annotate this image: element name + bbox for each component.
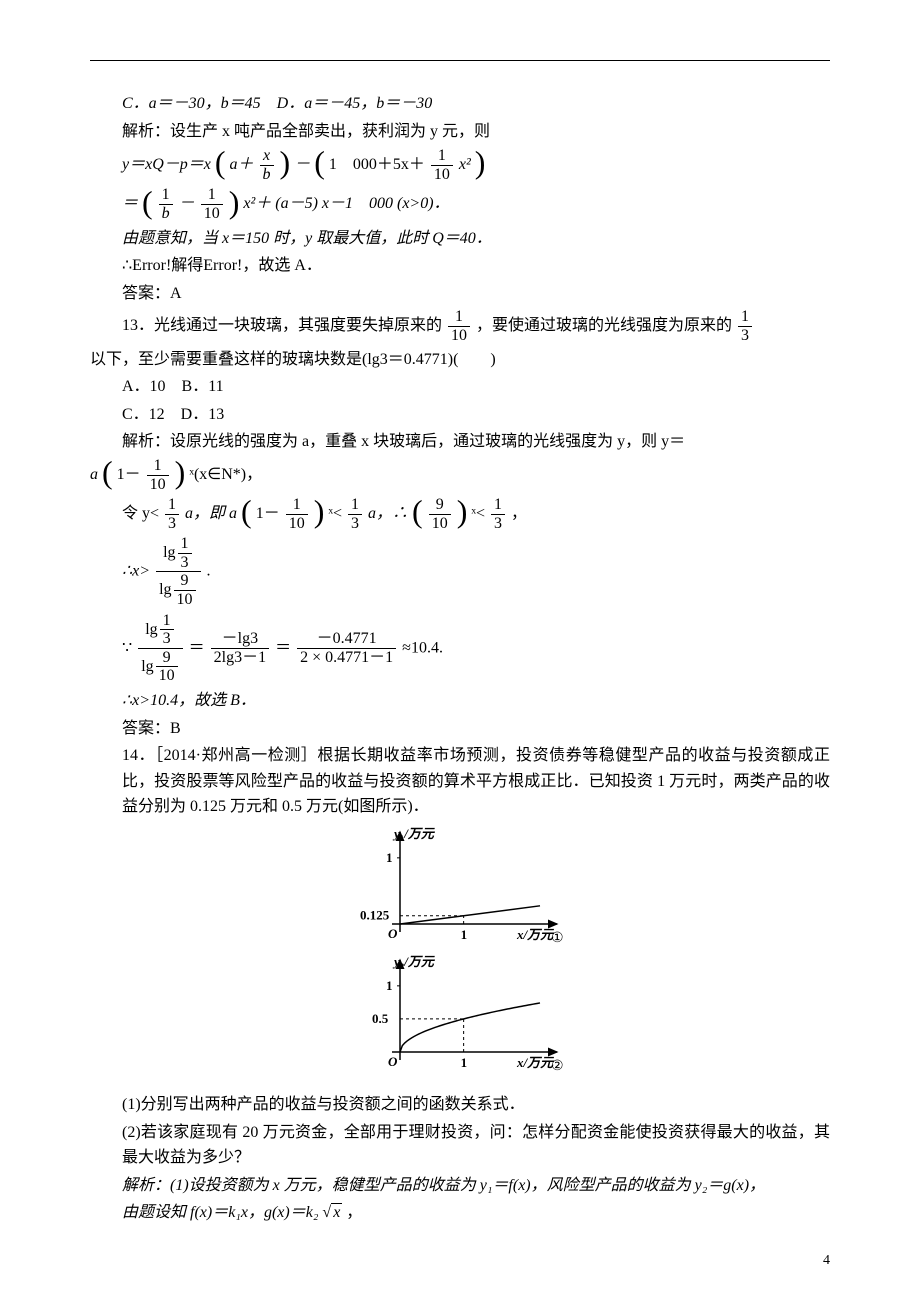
svg-text:O: O [388, 1054, 398, 1069]
svg-text:0.5: 0.5 [372, 1011, 389, 1026]
svg-text:1: 1 [461, 927, 468, 942]
q13-eq-y: a ( 1－ 110 ) ˣ(x∈N*)， [90, 457, 830, 493]
q14-analysis: 解析：(1)设投资额为 x 万元，稳健型产品的收益为 y₁＝f(x)，风险型产品… [90, 1173, 830, 1199]
q14-part1: (1)分别写出两种产品的收益与投资额之间的函数关系式． [90, 1092, 830, 1118]
top-rule [90, 60, 830, 61]
chart-2: O 1 1 y₂/万元 x/万元 0.5 ② [355, 954, 565, 1074]
svg-text:y₁/万元: y₁/万元 [392, 826, 436, 841]
q14-part2: (2)若该家庭现有 20 万元资金，全部用于理财投资，问：怎样分配资金能使投资获… [90, 1120, 830, 1171]
q13-option-ab: A．10 B．11 [90, 374, 830, 400]
q13-let: 令 y< 13 a，即 a ( 1－ 110 ) ˣ< 13 a，∴ ( 910… [90, 496, 830, 532]
svg-text:①: ① [551, 931, 564, 946]
by-problem: 由题意知，当 x＝150 时，y 取最大值，此时 Q＝40． [90, 226, 830, 252]
page: C．a＝－30，b＝45 D．a＝－45，b＝－30 解析：设生产 x 吨产品全… [0, 0, 920, 1302]
chart-1: O 1 1 y₁/万元 x/万元 0.125 ① [355, 826, 565, 946]
q14-setup: 由题设知 f(x)＝k₁x，g(x)＝k₂ x ， [90, 1200, 830, 1226]
svg-text:y₂/万元: y₂/万元 [392, 954, 436, 969]
svg-text:1: 1 [461, 1055, 468, 1070]
q14-stem: 14．［2014·郑州高一检测］根据长期收益率市场预测，投资债券等稳健型产品的收… [90, 743, 830, 820]
equation-1: y＝xQ－p＝x ( a＋ xb ) － ( 1 000＋5x＋ 110 x² … [90, 147, 830, 183]
answer-a: 答案：A [90, 281, 830, 307]
q13-analysis: 解析：设原光线的强度为 a，重叠 x 块玻璃后，通过玻璃的光线强度为 y，则 y… [90, 429, 830, 455]
page-number: 4 [823, 1250, 830, 1272]
q13-because: ∵ lg13 lg910 ＝ －lg32lg3－1 ＝ －0.47712 × 0… [90, 612, 830, 685]
equation-2: ＝ ( 1b － 110 ) x²＋ (a－5) x－1 000 (x>0)． [90, 186, 830, 222]
option-c-d: C．a＝－30，b＝45 D．a＝－45，b＝－30 [90, 91, 830, 117]
svg-text:0.125: 0.125 [360, 908, 390, 923]
svg-text:x/万元: x/万元 [516, 1055, 555, 1070]
q13-stem-tail: 以下，至少需要重叠这样的玻璃块数是(lg3＝0.4771)( ) [90, 347, 830, 373]
q13-answer: 答案：B [90, 716, 830, 742]
svg-text:1: 1 [386, 978, 393, 993]
q13-final: ∴x>10.4，故选 B． [90, 688, 830, 714]
svg-text:1: 1 [386, 850, 393, 865]
svg-text:②: ② [551, 1059, 564, 1074]
svg-text:O: O [388, 926, 398, 941]
q13-therefore-x: ∴x> lg13 lg910 . [90, 535, 830, 608]
analysis-1: 解析：设生产 x 吨产品全部卖出，获利润为 y 元，则 [90, 119, 830, 145]
q13-stem: 13．光线通过一块玻璃，其强度要失掉原来的 110 ，要使通过玻璃的光线强度为原… [90, 308, 830, 344]
error-line: ∴Error!解得Error!，故选 A． [90, 253, 830, 279]
svg-text:x/万元: x/万元 [516, 927, 555, 942]
charts-container: O 1 1 y₁/万元 x/万元 0.125 ① O 1 1 y₂/万元 x/万元 0.5 ② [90, 826, 830, 1074]
q13-option-cd: C．12 D．13 [90, 402, 830, 428]
